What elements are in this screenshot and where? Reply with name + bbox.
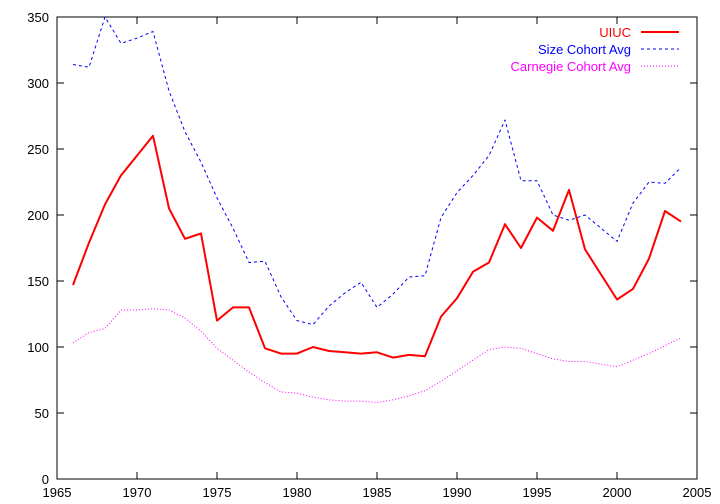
- x-tick-label: 1985: [363, 485, 392, 500]
- plot-area-frame: [56, 16, 698, 480]
- series-line-size-cohort-avg: [72, 16, 682, 326]
- y-tick-label: 350: [27, 10, 49, 25]
- x-tick-label: 1965: [43, 485, 72, 500]
- y-tick-label: 0: [42, 472, 49, 487]
- x-tick-label: 1990: [443, 485, 472, 500]
- legend-label-size-cohort-avg: Size Cohort Avg: [538, 42, 631, 57]
- legend-label-carnegie-cohort-avg: Carnegie Cohort Avg: [511, 59, 631, 74]
- y-axis: 0 50 100 150 200 250 300 350: [27, 10, 697, 487]
- series-layer: [72, 16, 682, 403]
- y-tick-label: 200: [27, 208, 49, 223]
- x-tick-label: 1980: [283, 485, 312, 500]
- x-tick-label: 1975: [203, 485, 232, 500]
- series-line-carnegie-cohort-avg: [72, 308, 682, 403]
- x-tick-label: 2005: [683, 485, 712, 500]
- series-line-uiuc: [72, 134, 682, 359]
- y-tick-label: 150: [27, 274, 49, 289]
- y-tick-label: 50: [35, 406, 49, 421]
- x-tick-label: 2000: [603, 485, 632, 500]
- legend-label-uiuc: UIUC: [599, 25, 631, 40]
- y-tick-label: 250: [27, 142, 49, 157]
- x-tick-label: 1995: [523, 485, 552, 500]
- x-axis: 1965 1970 1975 1980 1985 1990 1995 2000 2005: [43, 17, 712, 500]
- x-tick-label: 1970: [123, 485, 152, 500]
- legend: UIUC Size Cohort Avg Carnegie Cohort Avg: [511, 25, 679, 74]
- y-tick-label: 100: [27, 340, 49, 355]
- y-tick-label: 300: [27, 76, 49, 91]
